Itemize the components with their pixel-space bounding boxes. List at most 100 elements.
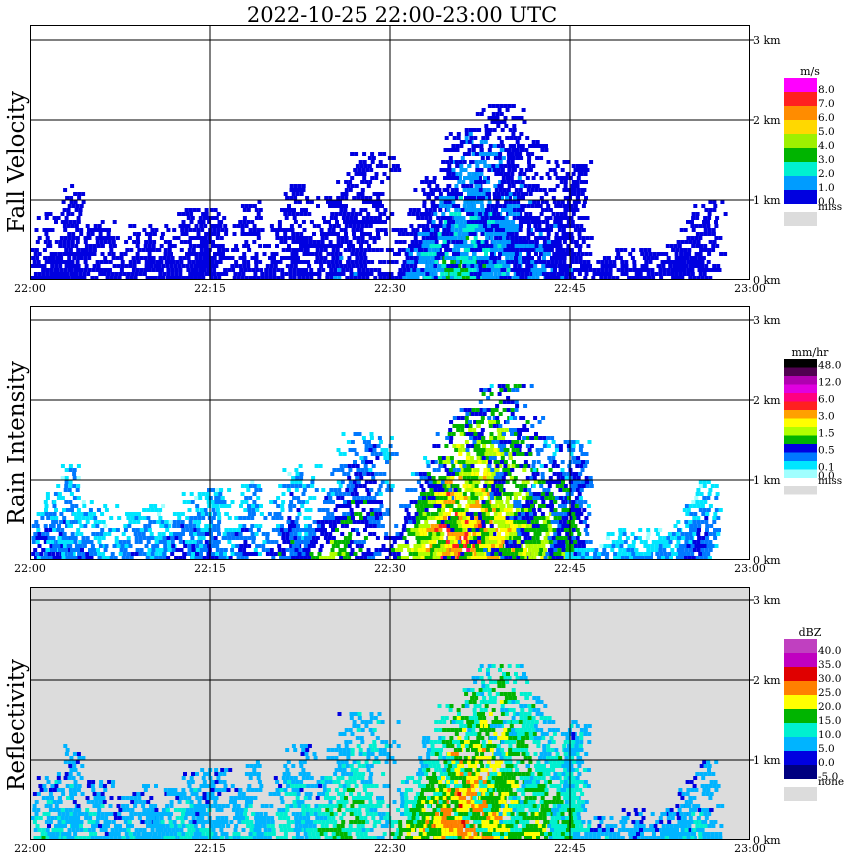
echo-cell	[351, 500, 355, 504]
echo-cell	[452, 136, 457, 140]
echo-cell	[711, 244, 716, 248]
echo-cell	[359, 544, 364, 548]
echo-cell	[484, 276, 489, 280]
echo-cell	[504, 216, 509, 220]
echo-cell	[566, 188, 571, 192]
echo-cell	[181, 264, 186, 268]
echo-cell	[297, 512, 302, 516]
echo-cell	[375, 500, 379, 504]
echo-cell	[693, 256, 698, 260]
echo-cell	[490, 268, 495, 272]
echo-cell	[377, 268, 382, 272]
echo-cell	[432, 556, 437, 560]
echo-cell	[287, 244, 291, 248]
echo-cell	[296, 256, 300, 260]
echo-cell	[103, 240, 108, 244]
echo-cell	[58, 532, 63, 536]
echo-cell	[344, 188, 349, 192]
echo-cell	[185, 276, 190, 280]
echo-cell	[517, 244, 522, 248]
echo-cell	[448, 480, 453, 484]
echo-cell	[95, 228, 99, 232]
echo-cell	[138, 516, 143, 520]
echo-cell	[92, 512, 97, 516]
echo-cell	[54, 520, 59, 524]
echo-cell	[511, 116, 516, 120]
echo-cell	[329, 488, 334, 492]
echo-cell	[505, 208, 509, 212]
echo-cell	[204, 496, 209, 500]
echo-cell	[260, 272, 265, 276]
echo-cell	[215, 504, 220, 508]
echo-cell	[712, 200, 717, 204]
echo-cell	[212, 272, 217, 276]
echo-cell	[465, 272, 470, 276]
echo-cell	[297, 536, 302, 540]
echo-cell	[216, 496, 221, 500]
echo-cell	[138, 540, 143, 544]
echo-cell	[264, 276, 269, 280]
echo-cell	[434, 524, 439, 528]
echo-cell	[458, 472, 463, 476]
echo-cell	[444, 488, 449, 492]
echo-cell	[338, 252, 343, 256]
echo-cell	[530, 188, 535, 192]
echo-cell	[372, 448, 377, 452]
echo-cell	[44, 556, 49, 560]
echo-cell	[499, 276, 504, 280]
echo-cell	[535, 248, 540, 252]
echo-cell	[435, 432, 440, 436]
echo-cell	[457, 216, 462, 220]
echo-cell	[85, 516, 90, 520]
echo-cell	[190, 556, 195, 560]
echo-cell	[207, 552, 211, 556]
echo-cell	[476, 268, 481, 272]
echo-cell	[46, 244, 51, 248]
echo-cell	[45, 268, 50, 272]
echo-cell	[368, 236, 373, 240]
echo-cell	[481, 456, 486, 460]
echo-cell	[514, 260, 519, 264]
echo-cell	[712, 264, 717, 268]
echo-cell	[454, 460, 459, 464]
echo-cell	[441, 276, 446, 280]
echo-cell	[42, 276, 47, 280]
echo-cell	[329, 552, 334, 556]
echo-cell	[206, 556, 211, 560]
echo-cell	[414, 240, 419, 244]
echo-cell	[512, 208, 517, 212]
echo-cell	[446, 264, 451, 268]
echo-cell	[662, 252, 667, 256]
echo-cell	[372, 204, 376, 208]
echo-cell	[37, 532, 42, 536]
echo-cell	[178, 224, 183, 228]
echo-cell	[212, 256, 217, 260]
echo-cell	[286, 540, 291, 544]
echo-cell	[449, 160, 454, 164]
echo-cell	[81, 552, 86, 556]
echo-cell	[454, 512, 459, 516]
echo-cell	[227, 516, 232, 520]
echo-cell	[147, 252, 152, 256]
echo-cell	[56, 216, 61, 220]
echo-cell	[294, 540, 299, 544]
echo-cell	[443, 176, 447, 180]
echo-cell	[305, 540, 310, 544]
echo-cell	[569, 268, 573, 272]
echo-cell	[397, 544, 402, 548]
echo-cell	[252, 224, 257, 228]
echo-cell	[528, 240, 533, 244]
echo-cell	[716, 264, 721, 268]
echo-cell	[474, 188, 479, 192]
echo-cell	[481, 272, 486, 276]
echo-cell	[554, 204, 559, 208]
echo-cell	[283, 236, 288, 240]
echo-cell	[253, 272, 258, 276]
echo-cell	[462, 448, 467, 452]
echo-cell	[434, 528, 439, 532]
echo-cell	[438, 524, 443, 528]
echo-cell	[323, 248, 328, 252]
echo-cell	[432, 208, 437, 212]
echo-cell	[198, 496, 203, 500]
echo-cell	[384, 232, 388, 236]
